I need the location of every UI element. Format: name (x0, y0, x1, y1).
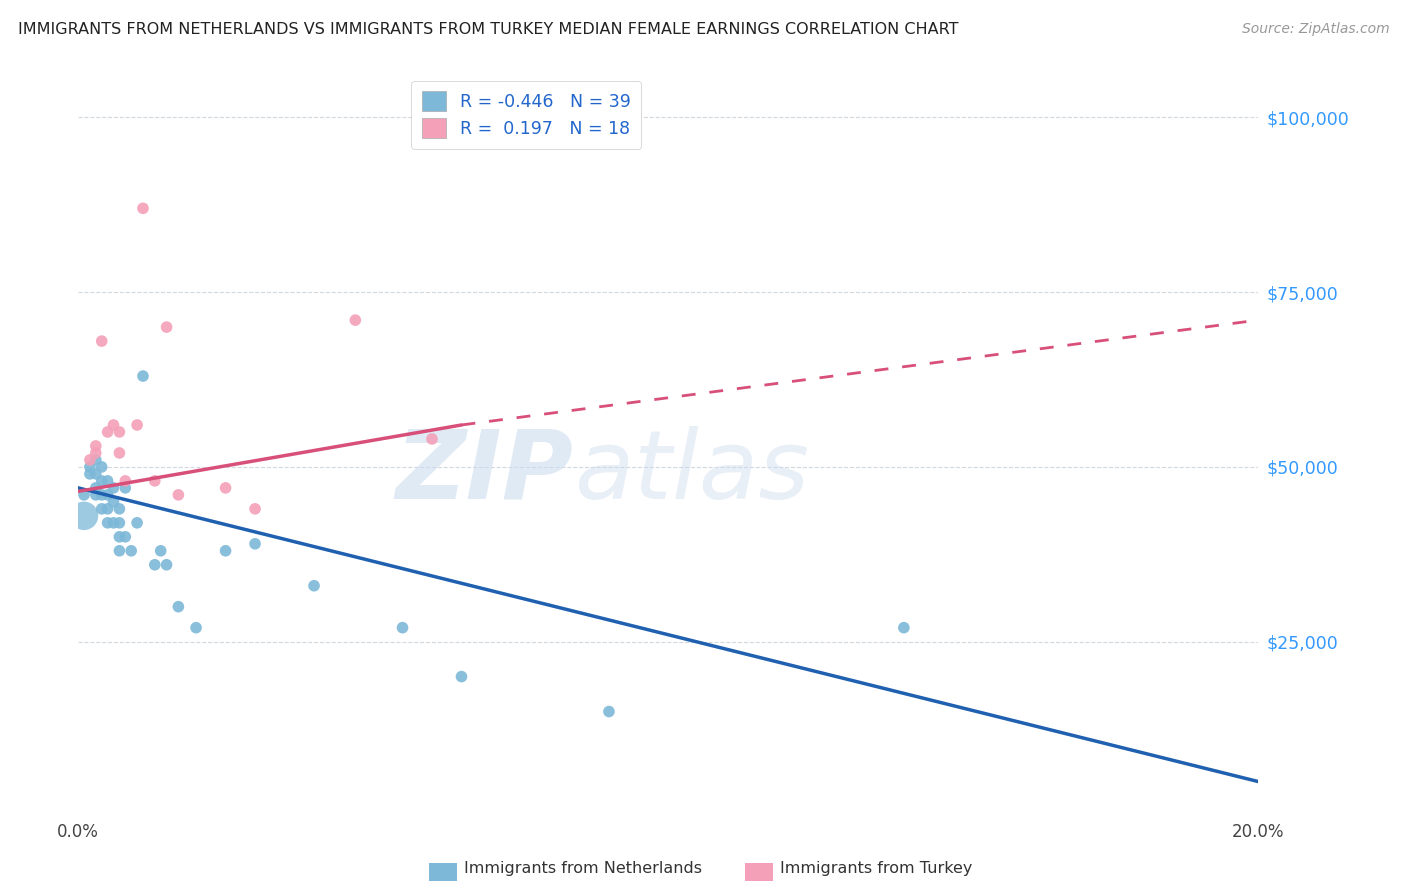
Point (79, 459, 101, 474)
Text: IMMIGRANTS FROM NETHERLANDS VS IMMIGRANTS FROM TURKEY MEDIAN FEMALE EARNINGS COR: IMMIGRANTS FROM NETHERLANDS VS IMMIGRANT… (18, 22, 959, 37)
Point (108, 425, 131, 439)
Point (167, 488, 190, 502)
Point (97, 474, 120, 488)
Point (127, 516, 149, 530)
Point (97, 501, 120, 516)
Point (108, 501, 131, 516)
Text: ZIP: ZIP (395, 425, 574, 519)
Point (243, 501, 266, 516)
Point (90, 488, 112, 502)
Point (143, 558, 166, 572)
Point (132, 202, 155, 216)
Point (155, 320, 177, 334)
Point (149, 543, 172, 558)
Point (90, 459, 112, 474)
Point (90, 334, 112, 348)
Point (84, 467, 107, 481)
Point (127, 417, 149, 432)
Point (84, 446, 107, 460)
Point (214, 481, 236, 495)
Point (84, 488, 107, 502)
Text: Immigrants from Turkey: Immigrants from Turkey (780, 861, 973, 876)
Point (391, 621, 413, 635)
Legend: R = -0.446   N = 39, R =  0.197   N = 18: R = -0.446 N = 39, R = 0.197 N = 18 (412, 81, 641, 149)
Point (108, 446, 131, 460)
Point (103, 417, 125, 432)
Point (84, 453, 107, 467)
Point (90, 501, 112, 516)
Point (143, 474, 166, 488)
Point (114, 481, 136, 495)
Point (90, 474, 112, 488)
Point (420, 432, 443, 446)
Point (893, 621, 915, 635)
Point (155, 558, 177, 572)
Text: Immigrants from Netherlands: Immigrants from Netherlands (464, 861, 702, 876)
Point (97, 425, 120, 439)
Point (214, 543, 236, 558)
Point (108, 516, 131, 530)
Point (84, 481, 107, 495)
Point (103, 495, 125, 509)
Point (114, 474, 136, 488)
Point (108, 543, 131, 558)
Point (120, 543, 142, 558)
Point (97, 516, 120, 530)
Point (103, 481, 125, 495)
Point (73, 508, 96, 523)
Text: Source: ZipAtlas.com: Source: ZipAtlas.com (1241, 22, 1389, 37)
Point (184, 621, 207, 635)
Text: atlas: atlas (574, 425, 808, 519)
Point (79, 467, 101, 481)
Point (108, 530, 131, 544)
Point (598, 705, 620, 719)
Point (344, 313, 367, 327)
Point (302, 579, 325, 593)
Point (84, 439, 107, 453)
Point (97, 488, 120, 502)
Point (103, 516, 125, 530)
Point (450, 670, 472, 684)
Point (73, 488, 96, 502)
Point (167, 599, 190, 614)
Point (114, 530, 136, 544)
Point (79, 453, 101, 467)
Point (132, 369, 155, 384)
Point (243, 537, 266, 551)
